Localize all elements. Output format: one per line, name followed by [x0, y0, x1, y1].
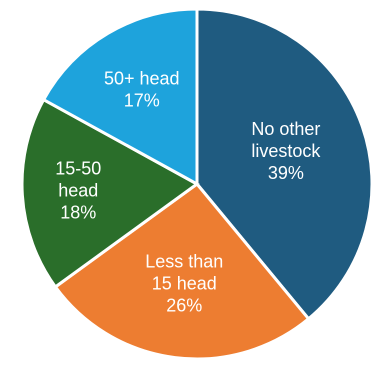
slice-label-less-than-15-head: Less than 15 head 26%	[145, 251, 223, 315]
slice-label-no-other-livestock: No other livestock 39%	[251, 119, 321, 183]
pie-slices	[20, 7, 374, 361]
pie-slice-50-head	[41, 7, 199, 187]
slice-label-line: Less than	[145, 251, 223, 271]
slice-label-line: 39%	[268, 163, 304, 183]
slice-label-15-50-head: 15-50 head 18%	[55, 158, 101, 222]
slice-label-line: 15 head	[152, 273, 217, 293]
slice-label-line: 17%	[124, 90, 160, 110]
slice-label-line: 18%	[60, 202, 96, 222]
slice-label-line: No other	[251, 119, 320, 139]
slice-label-line: livestock	[251, 141, 321, 161]
slice-label-50-head: 50+ head 17%	[104, 68, 180, 110]
pie-slice-less-than-15-head	[53, 181, 311, 361]
pie-slice-no-other-livestock	[195, 7, 374, 321]
slice-label-line: 15-50	[55, 158, 101, 178]
slice-label-line: 26%	[166, 295, 202, 315]
pie-labels: No other livestock 39%Less than 15 head 26%1…	[55, 68, 321, 315]
slice-label-line: 50+ head	[104, 68, 180, 88]
slice-label-line: head	[58, 180, 98, 200]
pie-slice-15-50-head	[20, 97, 200, 289]
